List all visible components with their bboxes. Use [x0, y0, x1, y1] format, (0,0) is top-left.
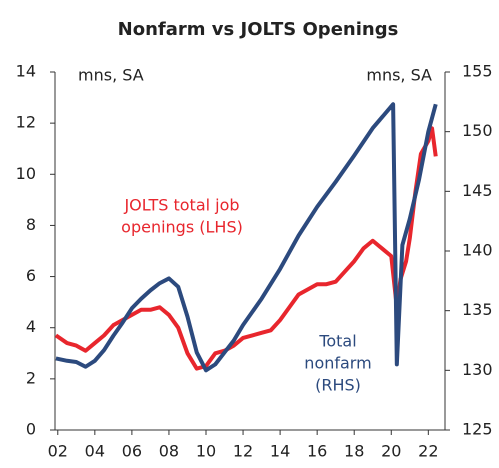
x-tick-label: 18 — [344, 442, 364, 461]
x-tick-label: 14 — [270, 442, 290, 461]
y2-tick-label: 155 — [462, 62, 493, 81]
x-tick-label: 06 — [122, 442, 142, 461]
y-tick-label: 0 — [26, 420, 36, 439]
y2-tick-label: 125 — [462, 420, 493, 439]
series-label: (RHS) — [315, 376, 361, 395]
x-tick-label: 02 — [48, 442, 68, 461]
axis-unit: mns, SA — [366, 66, 432, 85]
chart-title: Nonfarm vs JOLTS Openings — [118, 19, 399, 40]
x-tick-label: 04 — [85, 442, 105, 461]
x-tick-label: 10 — [196, 442, 216, 461]
y-tick-label: 6 — [26, 266, 36, 285]
y2-tick-label: 145 — [462, 181, 493, 200]
x-tick-label: 22 — [418, 442, 438, 461]
series-label: nonfarm — [304, 354, 371, 373]
series-label: openings (LHS) — [121, 218, 243, 237]
x-tick-label: 16 — [307, 442, 327, 461]
y-tick-label: 2 — [26, 368, 36, 387]
y2-tick-label: 130 — [462, 360, 493, 379]
y2-tick-label: 140 — [462, 241, 493, 260]
y-tick-label: 14 — [16, 62, 36, 81]
axis-unit: mns, SA — [78, 66, 144, 85]
series-label: JOLTS total job — [123, 196, 239, 215]
y-tick-label: 4 — [26, 317, 36, 336]
x-tick-label: 20 — [381, 442, 401, 461]
y-tick-label: 8 — [26, 215, 36, 234]
series-label: Total — [318, 332, 356, 351]
y-tick-label: 12 — [16, 113, 36, 132]
x-tick-label: 12 — [233, 442, 253, 461]
series-line — [54, 126, 438, 371]
y2-tick-label: 150 — [462, 121, 493, 140]
x-tick-label: 08 — [159, 442, 179, 461]
y-tick-label: 10 — [16, 164, 36, 183]
series-line — [55, 102, 438, 373]
y2-tick-label: 135 — [462, 300, 493, 319]
